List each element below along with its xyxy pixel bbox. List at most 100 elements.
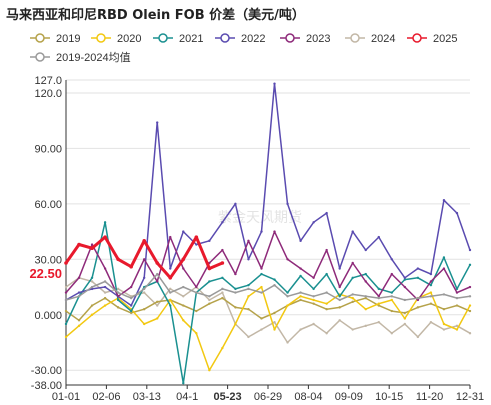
point-2023-5	[129, 285, 133, 289]
point-2019-0	[64, 309, 68, 313]
point-2021-13	[234, 287, 237, 291]
point-2020-8	[169, 298, 172, 302]
point-2019-2024均值-17	[286, 295, 289, 298]
x-tick-label-8: 10-15	[375, 391, 403, 403]
point-2022-28	[429, 272, 433, 276]
point-2019-5	[129, 311, 133, 315]
point-2022-22	[351, 230, 354, 233]
point-2021-4	[116, 298, 120, 302]
point-2022-23	[364, 248, 367, 252]
point-2021-19	[312, 287, 315, 291]
point-2023-0	[64, 291, 68, 294]
series-line-2023	[65, 230, 471, 301]
point-2020-13	[234, 322, 237, 326]
x-tick-label-1: 02-06	[92, 391, 120, 403]
point-2019-18	[299, 298, 302, 302]
point-2023-19	[312, 276, 315, 279]
legend-label-7[interactable]: 2019-2024均值	[56, 51, 131, 64]
point-2019-2024均值-5	[129, 296, 133, 300]
point-2023-28	[429, 280, 433, 283]
point-2019-22	[351, 300, 354, 304]
point-2020-25	[390, 298, 394, 302]
point-2023-21	[338, 285, 341, 289]
point-2021-20	[325, 272, 328, 276]
y-tick-label-4: 30.00	[34, 254, 62, 266]
point-2019-2024均值-27	[416, 296, 420, 300]
point-2022-8	[169, 267, 172, 270]
point-2020-19	[312, 298, 315, 302]
chart-title: 马来西亚和印尼RBD Olein FOB 价差（美元/吨）	[6, 7, 305, 23]
point-2023-26	[403, 285, 407, 289]
series-line-2022	[65, 82, 471, 307]
point-2025-9	[181, 257, 186, 262]
point-2021-16	[273, 278, 276, 281]
point-2020-22	[351, 296, 354, 300]
point-2019-14	[247, 308, 250, 311]
point-2020-2	[90, 313, 94, 316]
point-2024-16	[273, 320, 276, 324]
point-2019-2024均值-2	[90, 285, 94, 289]
point-2021-28	[429, 283, 433, 287]
point-2023-10	[195, 285, 198, 289]
legend-marker-0[interactable]	[35, 33, 45, 43]
point-2019-2024均值-30	[455, 296, 459, 300]
legend-label-1[interactable]: 2020	[117, 33, 141, 45]
point-2024-18	[299, 328, 302, 331]
point-2022-19	[312, 221, 315, 224]
legend-label-6[interactable]: 2025	[433, 33, 457, 45]
point-2024-11	[208, 298, 211, 302]
point-2024-26	[403, 322, 407, 326]
point-2023-7	[156, 280, 159, 283]
point-2022-27	[416, 267, 420, 270]
point-2019-27	[416, 306, 420, 309]
point-2019-30	[455, 304, 459, 307]
point-2025-4	[116, 257, 120, 262]
y-tick-label-2: 90.00	[34, 143, 62, 155]
point-2020-20	[325, 302, 328, 305]
point-2022-29	[442, 198, 446, 202]
legend-label-4[interactable]: 2023	[306, 33, 330, 45]
point-2021-31	[468, 263, 472, 267]
legend-marker-5[interactable]	[350, 33, 360, 43]
series-line-2020	[65, 286, 471, 371]
y-tick-label-6: -30.00	[31, 365, 62, 377]
point-2020-31	[468, 304, 472, 307]
legend-marker-3[interactable]	[220, 33, 230, 43]
point-2023-16	[273, 230, 276, 233]
legend-marker-4[interactable]	[285, 33, 295, 43]
point-2024-28	[429, 320, 433, 324]
x-tick-label-5: 06-29	[254, 391, 282, 403]
legend-label-0[interactable]: 2019	[56, 33, 80, 45]
point-2021-18	[299, 274, 302, 278]
point-2021-12	[221, 276, 224, 279]
point-2024-20	[325, 332, 328, 335]
point-2024-8	[169, 287, 172, 291]
legend-label-3[interactable]: 2022	[241, 33, 265, 45]
point-2024-15	[260, 328, 263, 331]
x-tick-label-7: 09-09	[335, 391, 363, 403]
point-2024-31	[468, 332, 472, 335]
point-2022-31	[468, 248, 472, 252]
point-2024-24	[377, 320, 380, 324]
legend-label-5[interactable]: 2024	[371, 33, 395, 45]
point-2021-15	[260, 272, 263, 276]
legend-marker-1[interactable]	[96, 33, 106, 43]
legend-marker-2[interactable]	[158, 33, 168, 43]
point-2025-3	[103, 235, 107, 239]
point-2019-1	[77, 319, 81, 322]
point-2023-17	[286, 258, 289, 261]
point-2024-21	[338, 319, 341, 322]
point-2020-16	[273, 328, 276, 331]
point-2021-9	[182, 381, 185, 385]
point-2019-28	[429, 302, 433, 305]
legend-marker-6[interactable]	[412, 33, 422, 43]
x-tick-label-0: 01-01	[52, 391, 80, 403]
point-2019-4	[116, 306, 120, 309]
point-2025-11	[207, 266, 212, 271]
point-2020-1	[77, 324, 81, 328]
point-2019-2	[90, 304, 94, 307]
legend-marker-7[interactable]	[35, 52, 45, 62]
legend-label-2[interactable]: 2021	[179, 33, 203, 45]
point-2023-2	[90, 243, 94, 246]
